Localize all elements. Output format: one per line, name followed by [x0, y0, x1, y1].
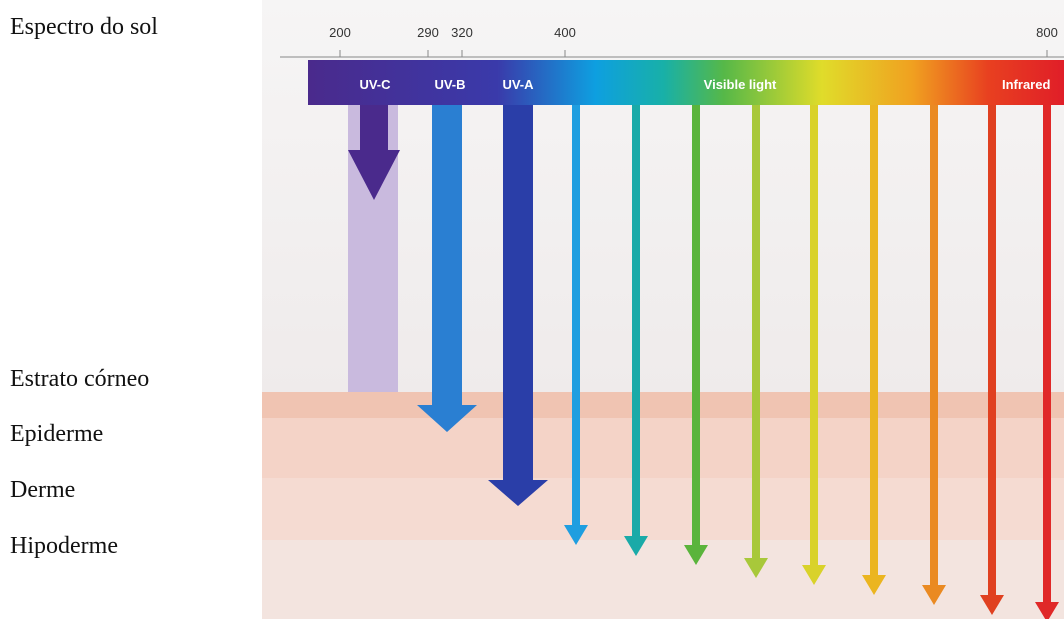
layer-label: Derme	[10, 477, 75, 504]
scale-tick-label: 400	[554, 25, 576, 40]
band-label: UV-A	[502, 77, 534, 92]
scale-tick-label: 320	[451, 25, 473, 40]
spectrum-diagram: 200 290 320 400 800 UV-C UV-B UV-A Visib…	[262, 0, 1064, 619]
band-label: Visible light	[704, 77, 777, 92]
page: {"title": "Espectro do sol", "layers": […	[0, 0, 1064, 619]
hypodermis	[262, 540, 1064, 619]
scale-tick-label: 200	[329, 25, 351, 40]
band-label: Infrared	[1002, 77, 1050, 92]
scale-tick-label: 290	[417, 25, 439, 40]
scale-tick-label: 800	[1036, 25, 1058, 40]
layer-label: Estrato córneo	[10, 366, 149, 393]
epidermis	[262, 418, 1064, 478]
layer-label: Hipoderme	[10, 533, 118, 560]
band-label: UV-C	[359, 77, 391, 92]
diagram-body: 200 290 320 400 800 UV-C UV-B UV-A Visib…	[262, 0, 1064, 619]
stratum-corneum	[262, 392, 1064, 418]
spectrum-bar	[308, 60, 1064, 105]
dermis	[262, 478, 1064, 540]
band-label: UV-B	[434, 77, 465, 92]
layer-label: Epiderme	[10, 421, 103, 448]
title: Espectro do sol	[10, 14, 158, 41]
